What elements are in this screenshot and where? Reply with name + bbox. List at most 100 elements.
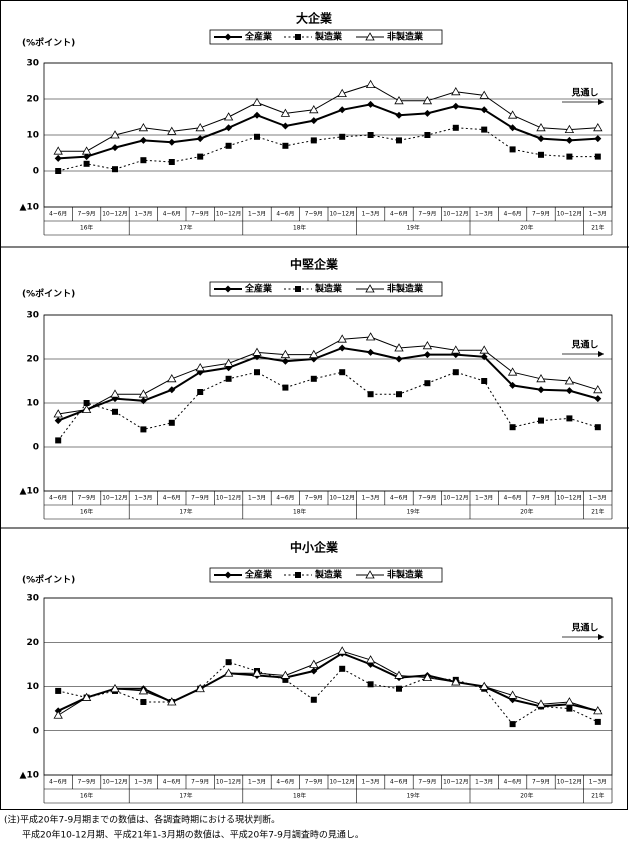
marker <box>367 132 374 138</box>
marker <box>566 153 573 160</box>
marker <box>310 117 318 125</box>
marker <box>195 122 205 132</box>
x-tick-label: 10~12月 <box>216 779 241 786</box>
marker <box>112 166 118 173</box>
marker <box>422 340 433 350</box>
series-line <box>57 652 599 712</box>
marker <box>281 357 289 365</box>
marker <box>138 686 149 695</box>
x-tick-label: 1~3月 <box>475 779 493 786</box>
chart-title: 中小企業 <box>290 540 339 555</box>
marker <box>536 122 546 132</box>
x-tick-label: 4~6月 <box>276 211 294 218</box>
legend-label: 非製造業 <box>387 283 424 295</box>
x-tick-label: 1~3月 <box>248 495 266 502</box>
x-tick-label: 1~3月 <box>589 495 607 502</box>
y-tick-label: 0 <box>33 443 39 453</box>
year-label: 20年 <box>520 508 533 516</box>
x-tick-label: 4~6月 <box>504 779 522 786</box>
marker <box>365 655 376 664</box>
y-axis-label: (%ポイント) <box>22 288 75 300</box>
legend-marker <box>365 570 375 579</box>
y-axis-label: (%ポイント) <box>22 37 75 49</box>
marker <box>167 373 177 383</box>
legend-label: 製造業 <box>314 569 343 581</box>
marker <box>282 142 289 149</box>
marker <box>83 153 91 161</box>
marker <box>309 104 319 114</box>
x-tick-label: 10~12月 <box>557 211 582 218</box>
marker <box>309 659 319 668</box>
series-line <box>58 84 598 152</box>
legend-label: 全産業 <box>244 569 273 581</box>
year-label: 16年 <box>80 792 93 800</box>
x-tick-label: 10~12月 <box>102 211 127 218</box>
x-tick-label: 7~9月 <box>191 211 209 218</box>
series-line <box>57 371 598 441</box>
marker <box>196 135 204 143</box>
x-tick-label: 7~9月 <box>78 779 96 786</box>
marker <box>140 157 147 164</box>
y-tick-label: 10 <box>26 682 39 692</box>
year-label: 17年 <box>179 508 192 516</box>
marker <box>479 90 489 99</box>
marker <box>282 676 289 683</box>
marker <box>509 424 516 431</box>
x-tick-label: 10~12月 <box>102 495 127 502</box>
marker <box>423 109 431 117</box>
y-tick-label: 0 <box>33 726 39 736</box>
marker <box>167 697 177 706</box>
year-label: 18年 <box>293 224 306 232</box>
year-label: 16年 <box>80 224 93 232</box>
marker <box>54 417 62 425</box>
annotation-arrowhead <box>598 351 604 357</box>
marker <box>367 681 374 688</box>
marker <box>423 351 431 359</box>
marker <box>309 349 319 358</box>
x-tick-label: 4~6月 <box>390 211 408 218</box>
x-tick-label: 4~6月 <box>276 779 294 786</box>
marker <box>55 168 62 174</box>
x-tick-label: 1~3月 <box>248 779 266 786</box>
annotation-arrowhead <box>598 99 604 105</box>
marker <box>452 102 460 110</box>
marker <box>537 135 545 143</box>
y-tick-label: 30 <box>26 311 39 321</box>
legend-label: 非製造業 <box>387 569 424 581</box>
x-tick-label: 7~9月 <box>418 211 436 218</box>
x-tick-label: 10~12月 <box>557 779 582 786</box>
marker <box>536 699 546 708</box>
marker <box>594 424 601 431</box>
x-tick-label: 4~6月 <box>390 779 408 786</box>
x-tick-label: 1~3月 <box>134 779 152 786</box>
marker <box>254 133 260 140</box>
x-tick-label: 4~6月 <box>49 495 67 502</box>
annotation-arrowhead <box>598 634 604 640</box>
x-tick-label: 10~12月 <box>557 495 582 502</box>
marker <box>81 692 92 701</box>
marker <box>83 160 90 167</box>
x-tick-label: 4~6月 <box>504 495 522 502</box>
marker <box>225 124 233 132</box>
marker <box>564 124 575 133</box>
marker <box>394 95 404 105</box>
marker <box>424 132 431 138</box>
marker <box>509 124 517 132</box>
series-line <box>58 336 598 415</box>
marker <box>509 146 516 153</box>
year-label: 21年 <box>591 508 604 516</box>
marker <box>337 646 347 655</box>
year-label: 17年 <box>179 792 192 800</box>
x-tick-label: 1~3月 <box>248 211 266 218</box>
x-tick-label: 1~3月 <box>362 211 380 218</box>
marker <box>365 332 376 341</box>
x-tick-label: 1~3月 <box>134 495 152 502</box>
annotation: 見通し <box>570 622 598 634</box>
year-label: 21年 <box>591 224 604 232</box>
year-label: 18年 <box>293 792 306 800</box>
marker <box>594 395 602 403</box>
marker <box>168 386 176 394</box>
marker <box>339 133 346 140</box>
y-tick-label: 20 <box>26 355 39 365</box>
x-tick-label: 10~12月 <box>443 779 468 786</box>
